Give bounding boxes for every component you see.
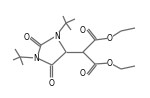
Text: N: N [33,54,39,63]
Text: O: O [80,69,86,78]
Text: O: O [107,34,113,43]
Text: N: N [54,31,60,40]
Text: O: O [80,25,86,34]
Text: O: O [49,79,55,88]
Text: O: O [24,33,30,41]
Text: O: O [107,59,113,68]
